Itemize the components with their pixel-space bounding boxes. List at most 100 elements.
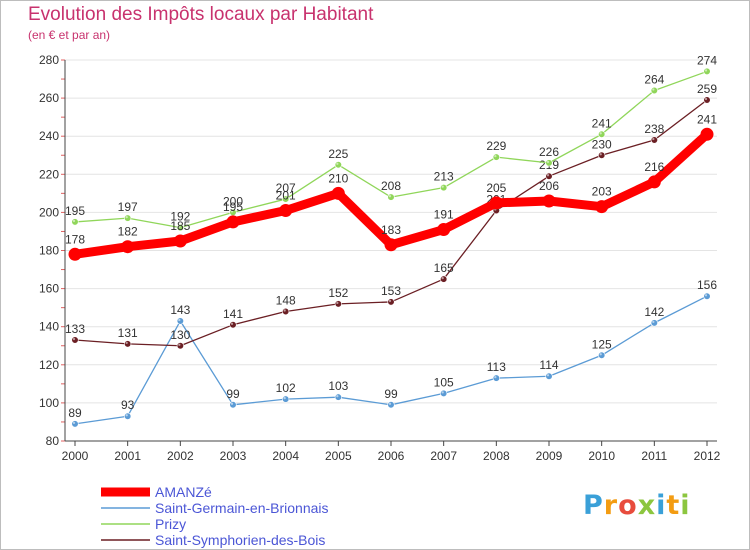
chart-subtitle: (en € et par an)	[28, 28, 111, 42]
data-label: 226	[539, 145, 559, 159]
x-tick-label: 2010	[588, 449, 615, 463]
data-label: 225	[328, 147, 348, 161]
data-point-highlight	[441, 276, 444, 280]
data-label: 205	[486, 181, 506, 195]
logo-letter: o	[618, 490, 638, 521]
data-point-highlight	[125, 215, 128, 219]
data-point	[598, 151, 606, 159]
data-label: 195	[223, 200, 243, 214]
data-label: 206	[539, 179, 559, 193]
data-point-highlight	[230, 210, 234, 213]
y-tick-label: 240	[39, 129, 59, 143]
data-point-highlight	[336, 301, 339, 304]
proxiti-logo: Proxiti	[583, 490, 691, 521]
data-label: 203	[592, 185, 612, 199]
legend-label: AMANZé	[155, 484, 212, 500]
x-tick-label: 2011	[641, 449, 667, 463]
data-label: 130	[170, 328, 190, 342]
data-label: 99	[226, 387, 240, 401]
data-label: 153	[381, 284, 401, 298]
data-point	[647, 175, 661, 189]
x-tick-label: 2000	[62, 449, 89, 463]
logo-letter: t	[666, 490, 681, 521]
data-point	[176, 317, 184, 325]
x-tick-label: 2002	[167, 449, 194, 463]
data-point-highlight	[441, 185, 444, 188]
data-point	[598, 130, 606, 138]
data-point	[650, 86, 658, 95]
data-label: 131	[118, 326, 138, 340]
data-point-highlight	[652, 88, 655, 91]
data-label: 183	[381, 223, 401, 237]
data-point-highlight	[336, 162, 339, 165]
x-tick-label: 2006	[378, 449, 405, 463]
data-label: 207	[276, 181, 296, 195]
data-point-highlight	[125, 341, 128, 344]
data-point	[124, 214, 132, 222]
data-point	[542, 194, 556, 208]
data-label: 274	[697, 53, 717, 67]
data-point	[71, 218, 79, 226]
logo-letter: P	[583, 490, 604, 521]
y-tick-label: 260	[39, 91, 59, 105]
data-point-highlight	[652, 137, 655, 141]
y-tick-label: 100	[39, 396, 59, 410]
data-label: 93	[121, 398, 135, 412]
data-point	[229, 401, 237, 409]
data-point	[121, 240, 135, 254]
data-label: 133	[65, 322, 85, 336]
data-point-highlight	[441, 391, 444, 394]
data-point	[545, 372, 553, 380]
data-point-highlight	[652, 320, 655, 324]
data-point	[282, 395, 290, 403]
data-label: 230	[592, 137, 612, 151]
data-point-highlight	[546, 160, 550, 164]
x-tick-label: 2005	[325, 449, 352, 463]
x-tick-label: 2007	[430, 449, 457, 463]
data-point	[282, 307, 290, 316]
logo-letter: i	[680, 490, 691, 521]
data-point	[703, 67, 711, 76]
data-label: 195	[65, 204, 85, 218]
y-tick-label: 280	[39, 53, 59, 67]
data-point	[387, 298, 395, 306]
data-point-highlight	[125, 414, 128, 417]
data-point-highlight	[178, 225, 181, 228]
data-point-highlight	[72, 337, 76, 341]
data-label: 99	[384, 387, 398, 401]
data-point	[68, 247, 82, 261]
data-label: 200	[223, 194, 243, 208]
data-point	[226, 215, 240, 229]
logo-letter: r	[603, 490, 619, 521]
data-point-highlight	[388, 195, 392, 198]
data-label: 192	[170, 210, 190, 224]
data-label: 210	[328, 171, 348, 185]
data-point	[334, 161, 342, 169]
data-point	[384, 238, 398, 252]
y-tick-label: 160	[39, 282, 59, 296]
data-label: 89	[68, 406, 82, 420]
data-label: 213	[434, 170, 454, 184]
data-label: 229	[486, 139, 506, 153]
data-point	[440, 184, 448, 192]
data-point	[489, 196, 503, 210]
data-label: 152	[328, 286, 348, 300]
data-point-highlight	[494, 375, 497, 379]
data-label: 259	[697, 82, 717, 96]
data-point-highlight	[230, 402, 234, 405]
x-tick-label: 2012	[694, 449, 721, 463]
x-tick-label: 2001	[114, 449, 141, 463]
series-saint-germain-en-brionnais: 89 93 143 99 102 103 99 105 113 114 125 142 156	[68, 278, 717, 428]
data-point-highlight	[283, 196, 286, 200]
data-point	[176, 342, 184, 350]
legend-label: Saint-Germain-en-Brionnais	[155, 500, 329, 516]
data-point-highlight	[494, 155, 497, 158]
data-label: 142	[644, 305, 664, 319]
x-tick-label: 2004	[272, 449, 299, 463]
data-point	[334, 300, 342, 308]
data-label: 182	[118, 225, 138, 239]
data-point	[124, 340, 132, 348]
data-point-highlight	[704, 97, 708, 101]
x-tick-label: 2008	[483, 449, 510, 463]
data-point	[279, 203, 293, 217]
